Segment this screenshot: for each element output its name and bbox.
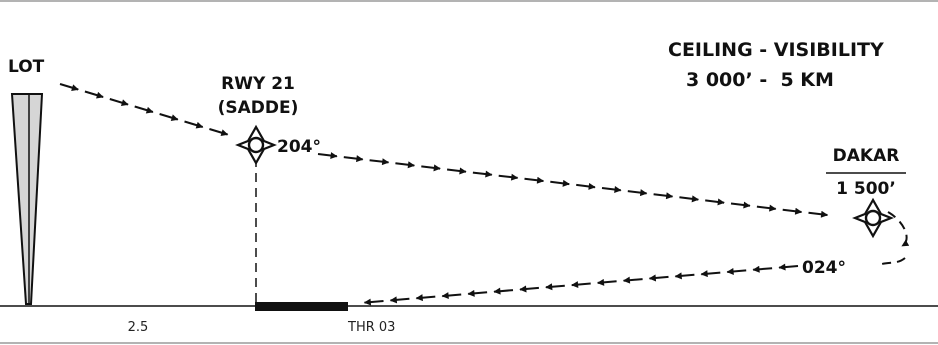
track-arrow-dash (446, 167, 467, 175)
track-arrow-dash (472, 170, 493, 178)
track-arrow-dash (705, 198, 725, 206)
rwy-fix-name: (SADDE) (218, 98, 299, 118)
track-arrow-dash (84, 90, 104, 99)
inbound-heading: 024° (802, 258, 846, 278)
track-arrow-dash (467, 289, 488, 297)
track-arrow-dash (441, 292, 462, 300)
track-arrow-dash (519, 285, 539, 293)
track-arrow-dash (730, 201, 751, 209)
track-arrow-dash (134, 105, 154, 114)
threshold-label: THR 03 (347, 320, 395, 335)
outbound-heading: 204° (277, 137, 321, 157)
track-arrow-dash (756, 204, 777, 212)
track-arrow-dash (159, 113, 179, 122)
track-arrow-dash (601, 186, 622, 194)
track-arrow-dash (597, 278, 617, 286)
track-arrow-dash (679, 195, 699, 203)
track-arrow-dash (653, 192, 674, 200)
track-arrow-dash (808, 210, 829, 218)
track-arrow-dash (674, 272, 695, 280)
distance-label: 2.5 (128, 320, 149, 335)
runway-bar (255, 302, 348, 311)
track-arrow-dash (395, 161, 415, 169)
track-arrow-dash (363, 298, 384, 306)
track-sadde-to-dakar (317, 152, 829, 218)
track-arrow-dash (576, 182, 596, 190)
procedure-turn (881, 211, 910, 265)
track-arrow-dash (545, 283, 565, 291)
lot-label: LOT (8, 57, 45, 77)
track-arrow-dash (778, 263, 799, 271)
track-arrow-dash (524, 176, 545, 184)
sadde-fix-icon (235, 124, 277, 166)
track-lot-to-sadde (59, 83, 229, 137)
track-arrow-dash (700, 270, 721, 278)
track-arrow-dash (343, 155, 364, 163)
track-arrow-dash (782, 207, 803, 215)
lot-tower-symbol (10, 93, 44, 305)
track-arrow-dash (317, 152, 338, 160)
track-arrow-dash (752, 265, 773, 273)
track-arrow-dash (622, 276, 643, 284)
track-arrow-dash (59, 83, 79, 92)
ceiling-visibility-values: 3 000’ - 5 KM (686, 69, 834, 91)
track-arrow-dash (726, 267, 747, 275)
track-arrow-dash (109, 98, 129, 107)
dakar-fix-icon (852, 197, 894, 239)
track-arrow-dash (421, 164, 441, 172)
track-arrow-dash (493, 287, 514, 295)
track-arrow-dash (209, 128, 229, 137)
track-arrow-dash (389, 296, 410, 304)
track-arrow-dash (498, 173, 519, 181)
track-arrow-dash (571, 281, 591, 289)
track-arrow-dash (648, 274, 669, 282)
track-inbound-to-runway (363, 263, 799, 306)
rwy-label: RWY 21 (221, 74, 295, 94)
dakar-altitude: 1 500’ (836, 179, 896, 199)
track-arrow-dash (184, 120, 204, 129)
flight-tracks (59, 83, 829, 306)
dakar-label: DAKAR (833, 146, 900, 166)
ceiling-visibility-title: CEILING - VISIBILITY (668, 39, 884, 61)
track-arrow-dash (369, 158, 390, 166)
track-arrow-dash (550, 179, 570, 187)
track-arrow-dash (627, 189, 648, 197)
track-arrow-dash (415, 294, 436, 302)
